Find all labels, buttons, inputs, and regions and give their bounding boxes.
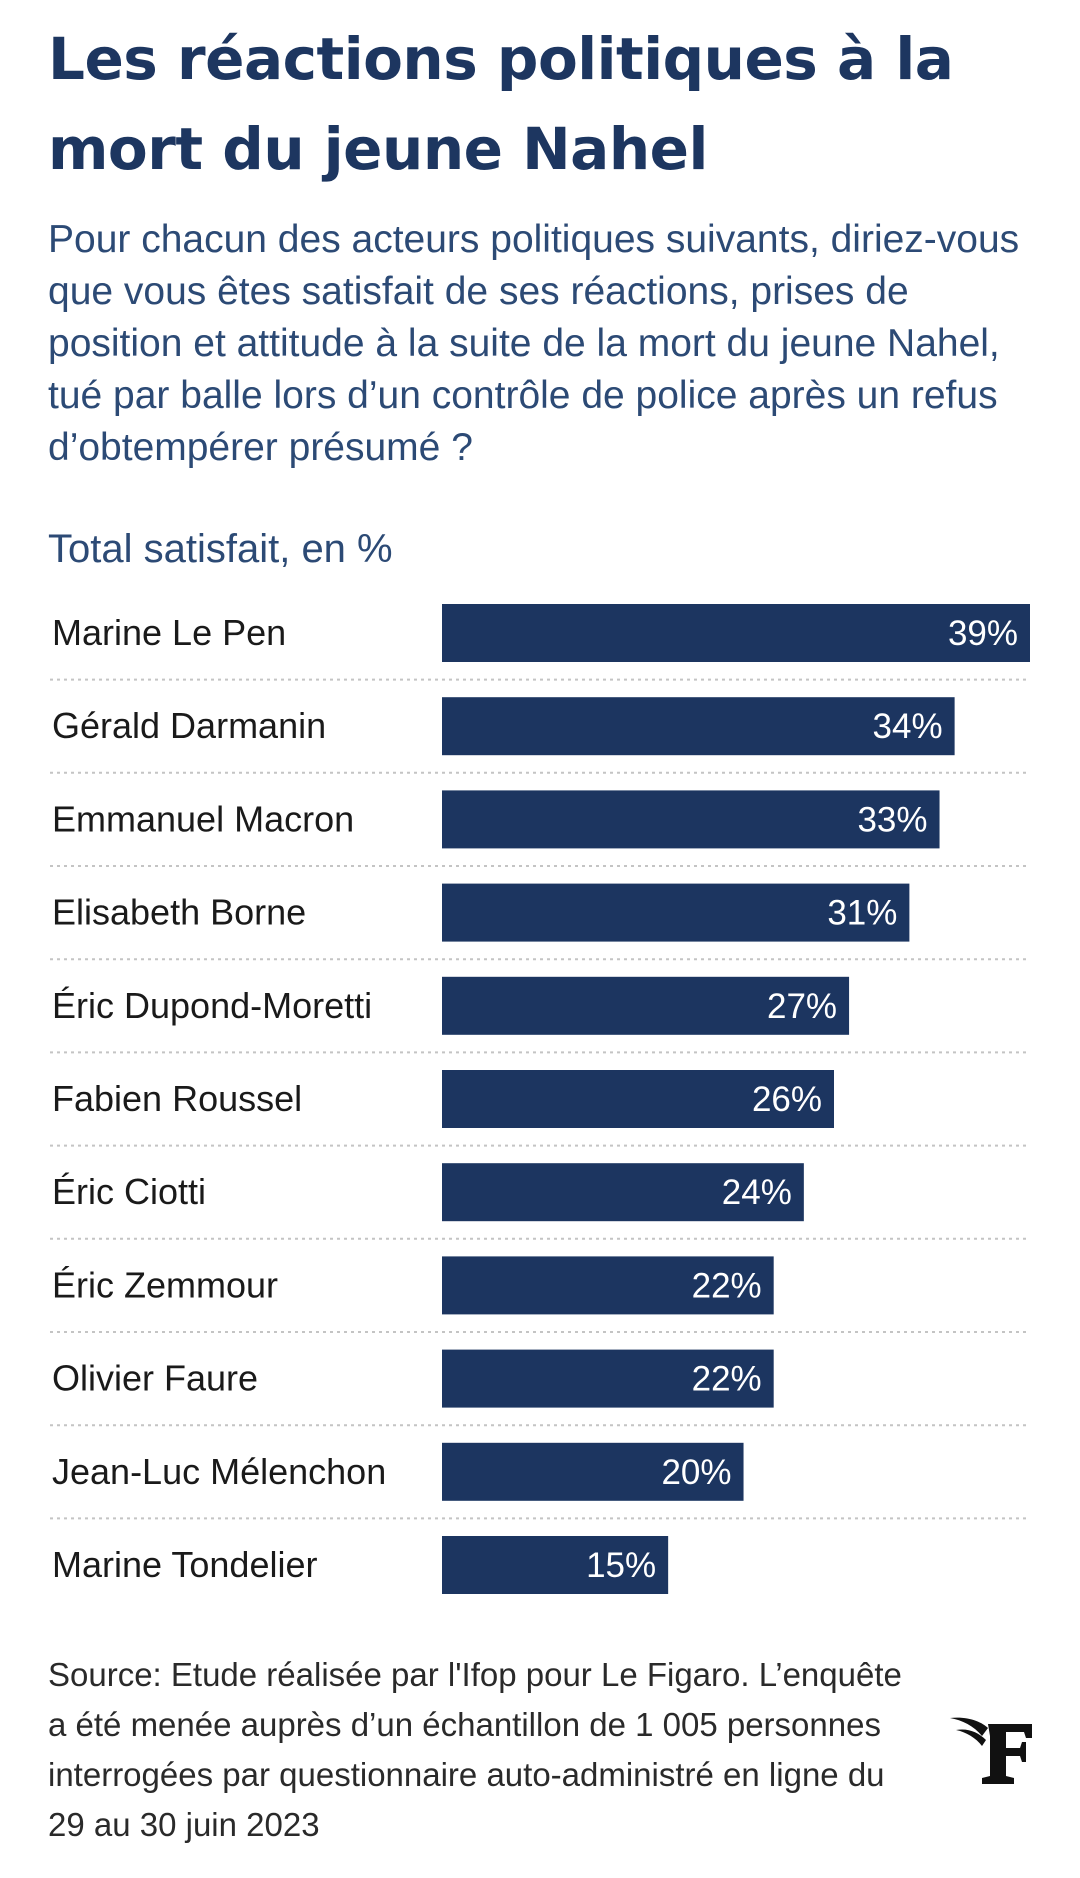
- category-label-jean-luc-melenchon: Jean-Luc Mélenchon: [52, 1451, 386, 1492]
- category-label-marine-tondelier: Marine Tondelier: [52, 1544, 317, 1585]
- bar-emmanuel-macron: [442, 790, 940, 849]
- bar-marine-tondelier: [442, 1536, 669, 1594]
- bar-marine-le-pen: [442, 604, 1030, 662]
- bar-eric-ciotti: [442, 1163, 804, 1222]
- bar-eric-zemmour: [442, 1256, 774, 1315]
- value-label-eric-dupond-moretti: 27%: [767, 987, 837, 1026]
- category-label-eric-zemmour: Éric Zemmour: [52, 1264, 278, 1305]
- chart-unit-label: Total satisfait, en %: [48, 527, 393, 571]
- category-label-eric-ciotti: Éric Ciotti: [52, 1171, 206, 1212]
- bar-gerald-darmanin: [442, 697, 955, 756]
- value-label-jean-luc-melenchon: 20%: [661, 1453, 731, 1492]
- bar-olivier-faure: [442, 1349, 774, 1408]
- category-label-gerald-darmanin: Gérald Darmanin: [52, 705, 326, 746]
- bar-jean-luc-melenchon: [442, 1442, 744, 1501]
- category-label-emmanuel-macron: Emmanuel Macron: [52, 798, 354, 839]
- value-label-olivier-faure: 22%: [692, 1360, 762, 1399]
- le-figaro-logo-icon: [950, 1717, 1032, 1784]
- value-label-fabien-roussel: 26%: [752, 1080, 822, 1119]
- value-label-eric-zemmour: 22%: [692, 1266, 762, 1305]
- category-label-fabien-roussel: Fabien Roussel: [52, 1078, 302, 1119]
- bar-elisabeth-borne: [442, 883, 910, 942]
- category-label-olivier-faure: Olivier Faure: [52, 1358, 258, 1399]
- chart-title: Les réactions politiques à la mort du je…: [48, 25, 954, 183]
- value-label-marine-tondelier: 15%: [586, 1546, 656, 1585]
- value-label-marine-le-pen: 39%: [948, 614, 1018, 653]
- value-label-emmanuel-macron: 33%: [857, 800, 927, 839]
- value-label-gerald-darmanin: 34%: [873, 707, 943, 746]
- category-label-eric-dupond-moretti: Éric Dupond-Moretti: [52, 985, 372, 1026]
- category-label-elisabeth-borne: Elisabeth Borne: [52, 892, 306, 933]
- chart-question: Pour chacun des acteurs politiques suiva…: [48, 218, 1020, 469]
- category-label-marine-le-pen: Marine Le Pen: [52, 612, 286, 653]
- source-note: Source: Etude réalisée par l'Ifop pour L…: [48, 1656, 902, 1843]
- value-label-eric-ciotti: 24%: [722, 1173, 792, 1212]
- bar-fabien-roussel: [442, 1070, 834, 1128]
- value-label-elisabeth-borne: 31%: [827, 894, 897, 933]
- bar-eric-dupond-moretti: [442, 976, 850, 1035]
